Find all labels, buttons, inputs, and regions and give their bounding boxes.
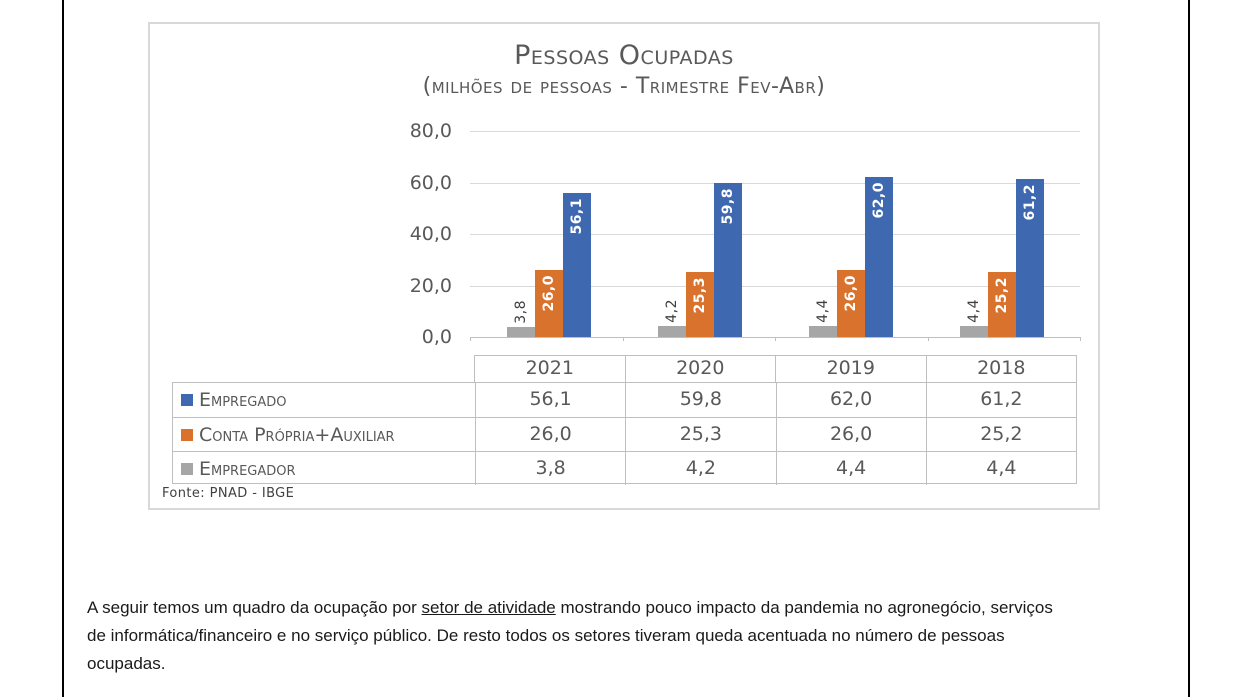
table-cell-empregado-2020: 59,8 xyxy=(625,383,775,417)
table-cell-empregador-2020: 4,2 xyxy=(625,451,776,485)
y-axis-label-20-0: 20,0 xyxy=(409,274,452,297)
x-axis-tick xyxy=(1080,337,1081,341)
table-cell-conta-pr-pria-auxiliar-2021: 26,0 xyxy=(475,417,626,451)
year-header-2020: 2020 xyxy=(624,356,776,382)
page-border-left xyxy=(62,0,64,697)
table-cell-conta-pr-pria-auxiliar-2019: 26,0 xyxy=(775,417,926,451)
page-border-right xyxy=(1188,0,1190,697)
legend-swatch-empregado xyxy=(181,394,193,406)
chart-container: Pessoas Ocupadas (milhões de pessoas - T… xyxy=(148,22,1100,510)
y-axis-label-60-0: 60,0 xyxy=(409,171,452,194)
legend-swatch-conta-pr-pria-auxiliar xyxy=(181,428,193,441)
y-axis-label-0-0: 0,0 xyxy=(421,326,452,348)
y-axis-label-80-0: 80,0 xyxy=(409,120,452,142)
bar-conta-pr-pria-auxiliar-2018: 25,2 xyxy=(987,272,1016,337)
table-cell-conta-pr-pria-auxiliar-2020: 25,3 xyxy=(625,417,776,451)
bar-empregado-2020: 59,8 xyxy=(714,183,743,337)
bar-empregador-2018 xyxy=(959,325,988,337)
chart-source-note: Fonte: PNAD - IBGE xyxy=(162,486,295,501)
paragraph-underlined-text: setor de atividade xyxy=(421,598,556,617)
x-axis-tick xyxy=(927,337,929,341)
bar-empregado-2018: 61,2 xyxy=(1015,179,1044,337)
bar-group-2020: 4,2 25,3 59,8 xyxy=(658,131,743,337)
gridline-60-0 xyxy=(470,182,1080,184)
paragraph-text: mostrando pouco impacto da pandemia no a… xyxy=(555,598,1053,617)
table-cell-empregado-2019: 62,0 xyxy=(775,383,926,417)
legend-item-conta-pr-pria-auxiliar: Conta Própria+Auxiliar xyxy=(173,417,475,451)
bar-empregador-2020 xyxy=(658,326,687,337)
table-year-header-row: 2021 2020 2019 2018 xyxy=(474,355,1077,382)
bar-conta-pr-pria-auxiliar-2019: 26,0 xyxy=(836,270,865,337)
x-axis-tick xyxy=(470,337,471,341)
bar-group-2018: 4,4 25,2 61,2 xyxy=(959,131,1044,337)
x-axis-tick xyxy=(622,337,624,341)
chart-subtitle: (milhões de pessoas - Trimestre Fev-Abr) xyxy=(422,74,826,99)
body-paragraph: A seguir temos um quadro da ocupação por… xyxy=(87,594,1181,678)
table-cell-empregador-2021: 3,8 xyxy=(475,451,626,485)
legend-item-empregado: Empregado xyxy=(173,383,475,417)
bar-value-label-conta-pr-pria-auxiliar-2018: 25,2 xyxy=(993,277,1010,314)
gridline-40-0 xyxy=(470,234,1080,235)
bar-value-label-conta-pr-pria-auxiliar-2020: 25,3 xyxy=(692,276,709,314)
paragraph-text: de informática/financeiro e no serviço p… xyxy=(87,626,1005,645)
table-cell-conta-pr-pria-auxiliar-2018: 25,2 xyxy=(925,417,1076,451)
bar-empregador-2021 xyxy=(507,327,536,337)
x-axis-tick xyxy=(775,337,776,341)
chart-data-table: Empregado 56,1 59,8 62,0 61,2 Conta Própria+A… xyxy=(172,382,1077,485)
bar-value-label-empregado-2018: 61,2 xyxy=(1021,184,1038,221)
bar-value-label-empregador-2020: 4,2 xyxy=(664,299,681,324)
bar-value-label-empregador-2019: 4,4 xyxy=(814,298,831,323)
bar-conta-pr-pria-auxiliar-2021: 26,0 xyxy=(535,270,564,337)
table-cell-empregado-2021: 56,1 xyxy=(475,383,625,417)
legend-item-empregador: Empregador xyxy=(173,451,475,485)
bar-value-label-empregado-2021: 56,1 xyxy=(569,197,586,235)
y-axis-label-40-0: 40,0 xyxy=(409,223,452,245)
paragraph-text: A seguir temos um quadro da ocupação por xyxy=(87,598,422,617)
gridline-80-0 xyxy=(470,131,1080,132)
gridline-20-0 xyxy=(470,285,1080,287)
bar-value-label-empregador-2021: 3,8 xyxy=(513,300,530,325)
bar-group-2019: 4,4 26,0 62,0 xyxy=(808,131,893,337)
bar-conta-pr-pria-auxiliar-2020: 25,3 xyxy=(686,271,715,337)
year-header-2018: 2018 xyxy=(925,356,1077,382)
legend-label-empregador: Empregador xyxy=(199,457,296,480)
year-header-2021: 2021 xyxy=(525,357,574,379)
bar-group-2021: 3,8 26,0 56,1 xyxy=(507,131,592,337)
table-cell-empregador-2019: 4,4 xyxy=(775,451,926,485)
bar-value-label-conta-pr-pria-auxiliar-2019: 26,0 xyxy=(842,275,859,312)
legend-swatch-empregador xyxy=(181,462,193,475)
paragraph-text: ocupadas. xyxy=(87,654,166,673)
bar-empregado-2019: 62,0 xyxy=(864,177,893,337)
bar-value-label-empregado-2019: 62,0 xyxy=(870,182,887,219)
bar-empregado-2021: 56,1 xyxy=(563,192,592,337)
chart-title: Pessoas Ocupadas xyxy=(514,40,734,71)
legend-label-empregado: Empregado xyxy=(199,389,287,411)
legend-label-conta-pr-pria-auxiliar: Conta Própria+Auxiliar xyxy=(199,423,395,446)
table-cell-empregador-2018: 4,4 xyxy=(925,451,1076,485)
table-cell-empregado-2018: 61,2 xyxy=(925,383,1076,417)
bar-empregador-2019 xyxy=(808,325,837,337)
bar-value-label-empregador-2018: 4,4 xyxy=(965,298,982,323)
bar-value-label-empregado-2020: 59,8 xyxy=(720,188,737,225)
year-header-2019: 2019 xyxy=(775,356,926,382)
bar-value-label-conta-pr-pria-auxiliar-2021: 26,0 xyxy=(541,275,558,312)
